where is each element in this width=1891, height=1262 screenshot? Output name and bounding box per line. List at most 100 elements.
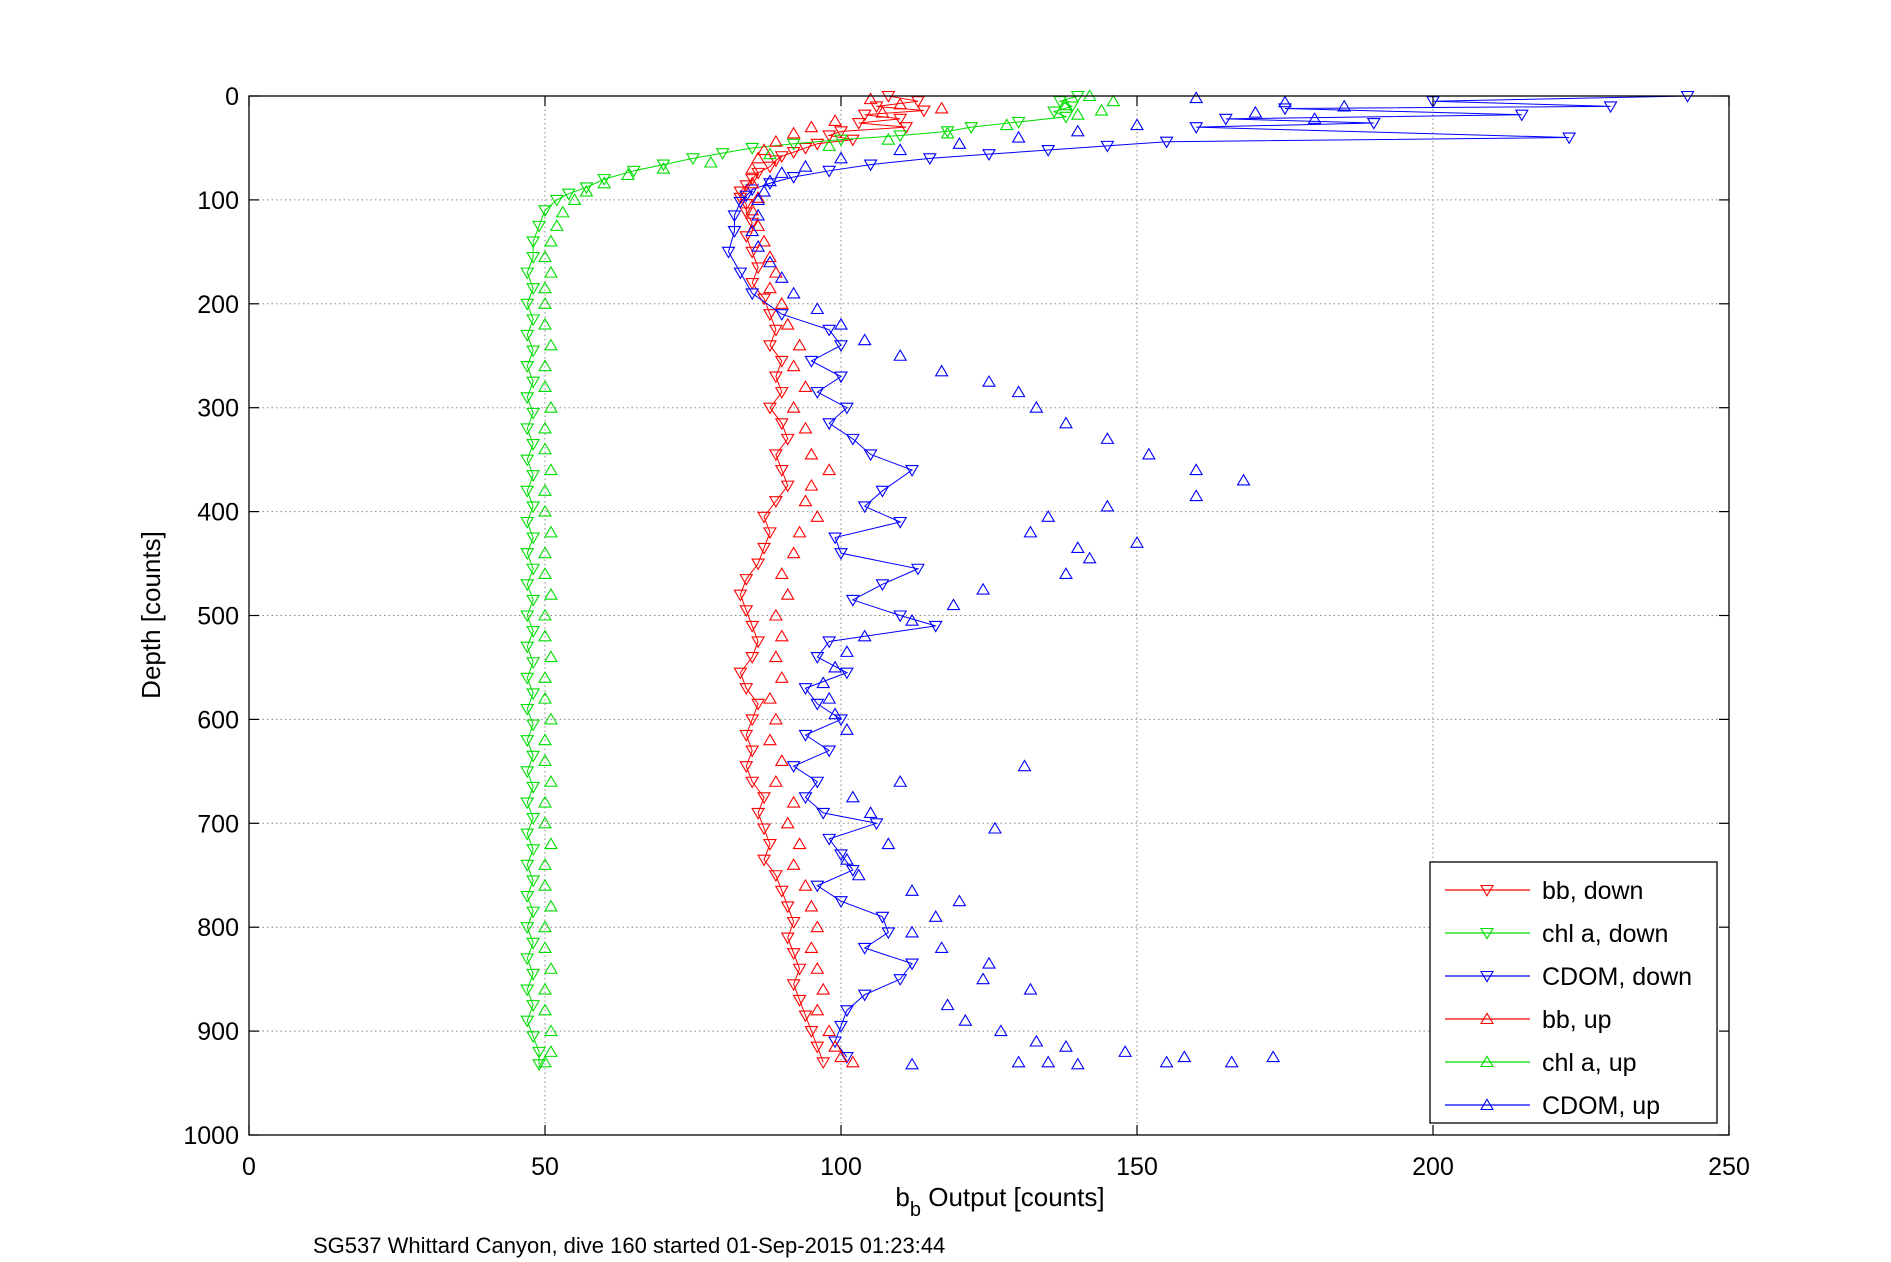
- data-point: [845, 865, 860, 877]
- data-point: [834, 548, 848, 560]
- data-point: [757, 792, 772, 805]
- data-point: [1130, 118, 1144, 131]
- data-point: [893, 130, 908, 143]
- data-point: [762, 147, 777, 160]
- data-point: [757, 823, 772, 836]
- data-point: [543, 265, 558, 278]
- data-point: [762, 527, 777, 540]
- data-point: [520, 828, 535, 841]
- legend-entry-bb-up: bb, up: [1445, 1006, 1612, 1034]
- series-cdom-up: [745, 91, 1352, 1070]
- data-point: [786, 948, 801, 960]
- data-point: [538, 941, 552, 954]
- data-point: [816, 676, 831, 689]
- data-point: [839, 1005, 854, 1018]
- data-point: [1189, 489, 1204, 502]
- data-point: [845, 594, 860, 607]
- data-point: [762, 255, 777, 268]
- data-point: [1562, 132, 1577, 145]
- data-point: [810, 776, 825, 789]
- data-point: [1514, 109, 1529, 122]
- data-point: [1041, 144, 1056, 157]
- data-point: [786, 546, 801, 559]
- y-tick-label: 600: [197, 706, 239, 734]
- data-point: [899, 122, 914, 134]
- data-point: [538, 1003, 552, 1016]
- data-point: [828, 114, 843, 126]
- data-point: [1218, 113, 1233, 126]
- data-point: [774, 885, 789, 898]
- data-point: [543, 1045, 558, 1057]
- data-point: [733, 196, 748, 209]
- data-point: [538, 359, 552, 372]
- data-point: [549, 219, 564, 231]
- data-point: [804, 355, 819, 368]
- legend-box: [1429, 861, 1718, 1124]
- data-point: [940, 126, 955, 139]
- data-point: [928, 620, 943, 633]
- data-point: [656, 159, 671, 172]
- data-point: [520, 423, 535, 436]
- data-point: [774, 464, 789, 477]
- data-point: [745, 745, 760, 758]
- data-point: [780, 587, 795, 600]
- legend-marker: [1480, 1098, 1494, 1111]
- data-point: [1029, 400, 1044, 413]
- data-point: [857, 942, 872, 955]
- data-point: [1189, 463, 1204, 476]
- data-point: [816, 1057, 831, 1070]
- data-point: [620, 168, 635, 181]
- data-point: [579, 182, 594, 195]
- data-point: [928, 910, 943, 922]
- data-point: [798, 421, 813, 434]
- data-point: [810, 880, 825, 893]
- data-point: [751, 636, 766, 649]
- data-point: [910, 96, 925, 108]
- data-point: [526, 1031, 541, 1044]
- x-axis-title-main: b: [895, 1182, 909, 1212]
- data-point: [804, 1026, 819, 1038]
- data-point: [1011, 385, 1026, 398]
- figure-caption: SG537 Whittard Canyon, dive 160 started …: [313, 1233, 945, 1258]
- data-point: [543, 712, 558, 725]
- data-point: [526, 968, 541, 981]
- data-point: [768, 774, 783, 787]
- data-point: [828, 707, 843, 720]
- data-point: [987, 821, 1002, 834]
- data-point: [786, 126, 801, 139]
- data-point: [804, 447, 819, 460]
- data-point: [520, 329, 535, 342]
- data-point: [993, 1024, 1008, 1037]
- x-tick-label: 150: [1116, 1153, 1158, 1181]
- data-point: [786, 147, 801, 159]
- data-point: [834, 126, 848, 139]
- data-point: [543, 650, 558, 663]
- data-point: [543, 899, 558, 912]
- x-axis-title: bb Output [counts]: [895, 1182, 1104, 1221]
- data-point: [822, 636, 837, 649]
- data-point: [875, 105, 890, 118]
- data-point: [1070, 107, 1085, 120]
- data-point: [745, 714, 760, 727]
- data-point: [757, 854, 772, 867]
- data-point: [751, 208, 766, 221]
- data-point: [768, 496, 783, 508]
- data-point: [757, 143, 772, 156]
- data-point: [863, 159, 878, 172]
- data-point: [869, 818, 884, 831]
- data-point: [526, 236, 541, 249]
- data-point: [520, 922, 535, 934]
- data-point: [875, 911, 890, 924]
- data-point: [999, 118, 1014, 131]
- y-tick-label: 200: [197, 291, 239, 319]
- legend-entry-cdom-down: CDOM, down: [1445, 963, 1692, 991]
- data-point: [822, 463, 837, 476]
- data-point: [857, 333, 872, 346]
- data-point: [881, 837, 896, 850]
- data-point: [520, 392, 535, 405]
- x-tick-label: 0: [242, 1153, 256, 1181]
- data-point: [1029, 1034, 1044, 1047]
- data-point: [804, 478, 819, 491]
- data-point: [881, 132, 896, 145]
- data-point: [1307, 112, 1322, 124]
